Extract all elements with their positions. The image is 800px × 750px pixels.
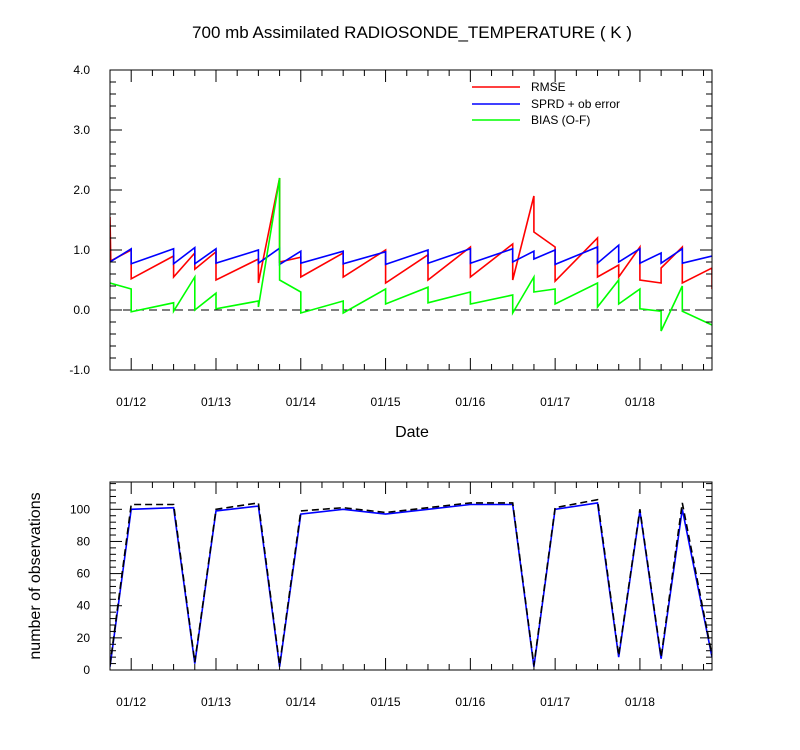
bot-xtick-label-01-15: 01/15 xyxy=(371,695,401,709)
bot-xtick-label-01-14: 01/14 xyxy=(286,695,316,709)
bottom-chart-frame xyxy=(109,481,713,671)
top-chart-xlabel: Date xyxy=(395,424,429,441)
top-ytick-label: 1.0 xyxy=(73,243,90,257)
bot-ytick-label: 100 xyxy=(70,502,90,516)
top-chart-x-ticks: 01/12 01/13 01/14 01/15 01/16 01/17 01/18 xyxy=(109,70,705,409)
bot-xtick-label-01-18: 01/18 xyxy=(625,695,655,709)
top-ytick-label: 3.0 xyxy=(73,123,90,137)
bot-ytick-label: 80 xyxy=(77,534,91,548)
top-chart-series xyxy=(110,177,712,332)
bot-ytick-label: 40 xyxy=(77,599,91,613)
top-ytick-label: 2.0 xyxy=(73,183,90,197)
bot-xtick-label-01-12: 01/12 xyxy=(116,695,146,709)
bot-xtick-label-01-17: 01/17 xyxy=(540,695,570,709)
top-series-line-bias-o-f xyxy=(110,177,712,332)
top-xtick-label-01-12: 01/12 xyxy=(116,395,146,409)
top-xtick-label-01-16: 01/16 xyxy=(455,395,485,409)
legend-label-bias: BIAS (O-F) xyxy=(531,113,590,127)
top-xtick-label-01-14: 01/14 xyxy=(286,395,316,409)
bot-series-line-total xyxy=(110,498,712,666)
bottom-chart-x-ticks: 01/12 01/13 01/14 01/15 01/16 01/17 01/18 xyxy=(109,482,705,709)
top-chart-title: 700 mb Assimilated RADIOSONDE_TEMPERATUR… xyxy=(192,23,632,42)
top-ytick-label: 0.0 xyxy=(73,303,90,317)
top-chart-y-ticks: 4.0 3.0 2.0 1.0 0.0 -1.0 xyxy=(69,63,712,377)
top-xtick-label-01-18: 01/18 xyxy=(625,395,655,409)
bottom-chart-series xyxy=(110,498,712,667)
top-ytick-label: 4.0 xyxy=(73,63,90,77)
top-xtick-label-01-15: 01/15 xyxy=(371,395,401,409)
legend-label-sprd: SPRD + ob error xyxy=(531,97,620,111)
top-chart-frame xyxy=(109,69,713,371)
legend-label-rmse: RMSE xyxy=(531,80,566,94)
bottom-chart-ylabel: number of observations xyxy=(27,492,44,659)
top-xtick-label-01-13: 01/13 xyxy=(201,395,231,409)
top-xtick-label-01-17: 01/17 xyxy=(540,395,570,409)
bottom-chart-y-ticks: 0 20 40 60 80 100 xyxy=(70,483,712,677)
bot-xtick-label-01-16: 01/16 xyxy=(455,695,485,709)
top-chart-legend: RMSE SPRD + ob error BIAS (O-F) xyxy=(472,80,620,127)
top-series-line-sprd-ob-error xyxy=(110,243,712,266)
bot-ytick-label: 20 xyxy=(77,631,91,645)
bot-xtick-label-01-13: 01/13 xyxy=(201,695,231,709)
bot-ytick-label: 60 xyxy=(77,567,91,581)
top-ytick-label: -1.0 xyxy=(69,363,90,377)
bot-ytick-label: 0 xyxy=(83,663,90,677)
